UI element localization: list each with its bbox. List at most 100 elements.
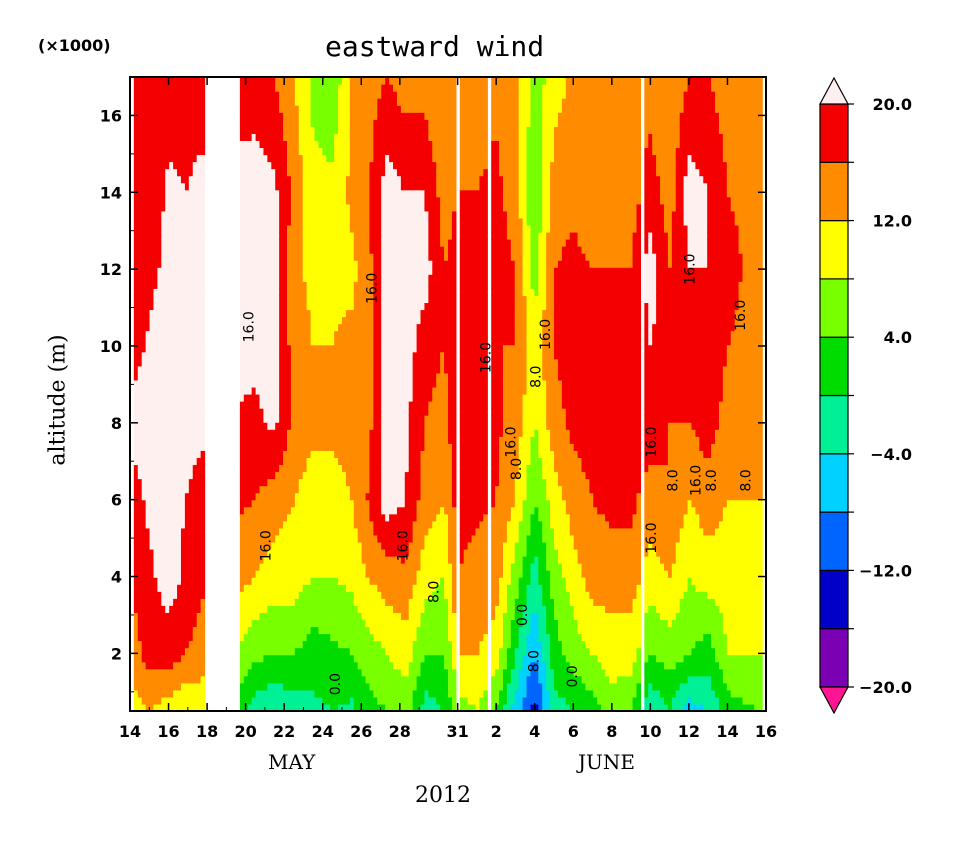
heatmap-cell xyxy=(271,337,276,346)
heatmap-cell xyxy=(275,119,280,127)
heatmap-cell xyxy=(357,119,363,127)
heatmap-cell xyxy=(298,168,304,177)
heatmap-cell xyxy=(310,563,316,571)
heatmap-cell xyxy=(255,316,261,325)
heatmap-cell xyxy=(267,394,272,402)
heatmap-cell xyxy=(353,189,359,198)
heatmap-cell xyxy=(338,112,343,120)
heatmap-cell xyxy=(341,274,347,282)
heatmap-cell xyxy=(247,640,253,649)
plot-area: 16.016.016.0 16.08.00.016.016.08.08.016.0… xyxy=(133,77,763,712)
heatmap-cell xyxy=(334,105,339,113)
heatmap-cell xyxy=(200,147,206,156)
heatmap-cell xyxy=(255,344,261,353)
heatmap-cell xyxy=(287,239,292,247)
heatmap-cell xyxy=(361,91,367,99)
heatmap-cell xyxy=(381,703,386,712)
heatmap-cell xyxy=(283,140,288,149)
heatmap-cell xyxy=(259,98,265,106)
heatmap-cell xyxy=(322,443,327,451)
heatmap-cell xyxy=(255,394,261,402)
heatmap-cell xyxy=(177,401,182,409)
heatmap-cell xyxy=(153,492,159,501)
heatmap-cell xyxy=(314,703,320,712)
heatmap-cell xyxy=(338,372,343,381)
heatmap-cell xyxy=(310,661,316,670)
heatmap-cell xyxy=(349,161,355,170)
heatmap-cell xyxy=(287,91,292,99)
heatmap-cell xyxy=(161,598,166,606)
heatmap-cell xyxy=(239,598,245,606)
heatmap-cell xyxy=(259,682,265,691)
heatmap-cell xyxy=(322,175,327,184)
heatmap-cell xyxy=(263,217,268,226)
heatmap-cell xyxy=(290,372,296,381)
heatmap-cell xyxy=(341,471,347,480)
heatmap-cell xyxy=(302,133,308,141)
heatmap-cell xyxy=(377,182,382,191)
heatmap-cell xyxy=(239,224,245,233)
heatmap-cell xyxy=(330,189,335,198)
heatmap-cell xyxy=(263,309,268,318)
heatmap-cell xyxy=(330,203,335,212)
heatmap-cell xyxy=(334,239,339,247)
heatmap-cell xyxy=(141,513,147,522)
heatmap-cell xyxy=(247,668,253,677)
heatmap-cell xyxy=(345,534,351,543)
heatmap-cell xyxy=(243,351,249,360)
heatmap-cell xyxy=(267,217,272,226)
heatmap-cell xyxy=(326,330,331,339)
heatmap-cell xyxy=(137,696,143,705)
heatmap-cell xyxy=(137,591,143,599)
heatmap-cell xyxy=(318,91,323,99)
heatmap-cell xyxy=(283,668,288,677)
heatmap-cell xyxy=(353,506,359,515)
heatmap-cell xyxy=(326,647,331,656)
heatmap-cell xyxy=(173,210,178,219)
heatmap-cell xyxy=(188,541,194,550)
heatmap-cell xyxy=(290,591,296,599)
heatmap-cell xyxy=(353,534,359,543)
heatmap-cell xyxy=(381,316,386,325)
heatmap-cell xyxy=(180,295,186,304)
heatmap-cell xyxy=(145,119,151,127)
heatmap-cell xyxy=(302,485,308,494)
heatmap-cell xyxy=(275,541,280,550)
heatmap-cell xyxy=(326,105,331,113)
heatmap-cell xyxy=(310,422,316,430)
heatmap-cell xyxy=(314,422,320,430)
heatmap-cell xyxy=(192,689,198,698)
heatmap-cell xyxy=(165,196,170,205)
heatmap-cell xyxy=(381,77,386,85)
heatmap-cell xyxy=(251,520,257,529)
heatmap-cell xyxy=(271,485,276,494)
heatmap-cell xyxy=(243,161,249,170)
heatmap-cell xyxy=(161,295,166,304)
heatmap-cell xyxy=(373,570,378,578)
heatmap-cell xyxy=(353,584,359,592)
heatmap-cell xyxy=(184,527,190,536)
heatmap-cell xyxy=(373,668,378,677)
heatmap-cell xyxy=(137,140,143,149)
heatmap-cell xyxy=(341,422,347,430)
heatmap-cell xyxy=(271,372,276,381)
heatmap-cell xyxy=(157,210,162,219)
heatmap-cell xyxy=(145,534,151,543)
heatmap-cell xyxy=(330,91,335,99)
heatmap-cell xyxy=(353,485,359,494)
heatmap-cell xyxy=(326,626,331,635)
heatmap-cell xyxy=(361,605,367,613)
heatmap-cell xyxy=(357,372,363,381)
heatmap-cell xyxy=(369,471,374,480)
heatmap-cell xyxy=(318,696,323,705)
heatmap-cell xyxy=(306,189,312,198)
heatmap-cell xyxy=(192,323,198,332)
heatmap-cell xyxy=(184,231,190,240)
heatmap-cell xyxy=(243,443,249,451)
heatmap-cell xyxy=(373,140,378,149)
heatmap-cell xyxy=(251,675,257,684)
heatmap-cell xyxy=(180,682,186,691)
heatmap-cell xyxy=(184,654,190,663)
heatmap-cell xyxy=(322,563,327,571)
heatmap-cell xyxy=(247,295,253,304)
